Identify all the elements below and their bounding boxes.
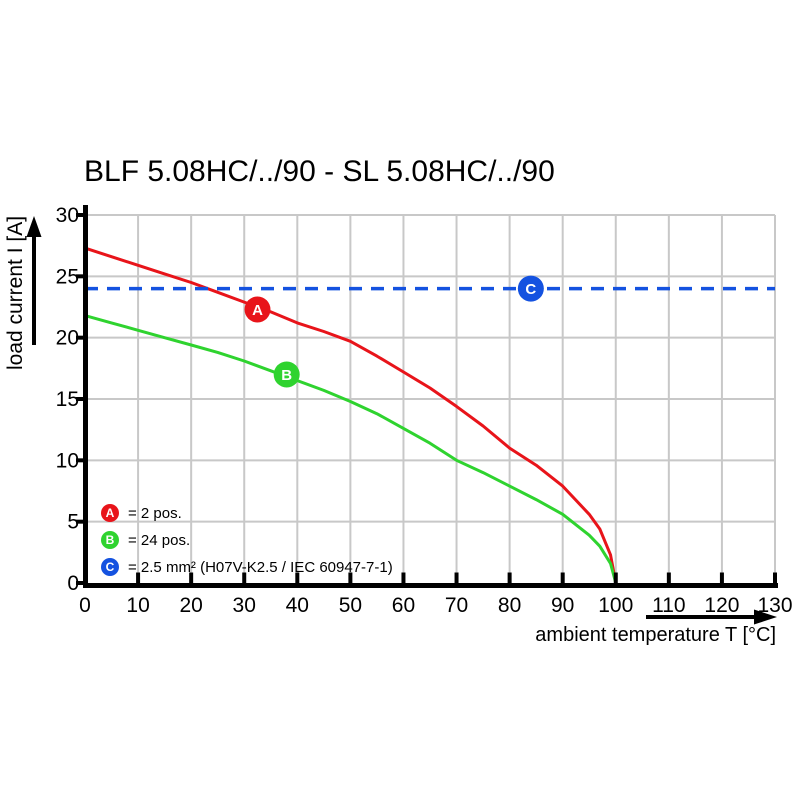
marker-a [244,296,271,323]
y-tick-label: 30 [56,204,79,227]
x-tick-label: 0 [79,594,91,617]
legend-label-c: = 2.5 mm² (H07V-K2.5 / IEC 60947-7-1) [128,558,393,576]
legend-marker-c: C [101,558,119,576]
x-tick-label: 130 [757,594,792,617]
x-tick-label: 60 [392,594,415,617]
x-tick-label: 110 [652,594,685,617]
y-axis-title: load current I [A] [4,216,27,370]
gridlines [85,214,776,583]
x-axis-arrow [646,609,777,625]
marker-c [517,275,544,302]
y-tick-label: 0 [67,572,79,595]
curve-markers: A B C [244,275,544,388]
y-axis-arrow [26,216,42,345]
y-tick-label: 5 [67,511,79,534]
x-tick-label: 70 [445,594,468,617]
x-tick-label: 90 [551,594,574,617]
x-tick-label: 10 [126,594,149,617]
marker-letter-a: A [252,302,263,319]
x-tick-label: 120 [704,594,739,617]
y-tick-label: 20 [56,327,79,350]
marker-letter-c: C [525,281,536,298]
legend-marker-b: B [101,531,119,549]
legend-item-a: A = 2 pos. [101,504,182,522]
legend-item-b: B = 24 pos. [101,531,190,549]
legend-label-b: = 24 pos. [128,531,191,549]
curve-a [84,246,618,584]
legend-marker-a: A [101,504,119,522]
x-tick-label: 30 [233,594,256,617]
y-tick-label: 15 [56,388,79,411]
x-tick-label: 40 [286,594,309,617]
curve-b [84,314,618,584]
x-tick-label: 50 [339,594,362,617]
axes: 0 10 20 30 40 50 60 70 80 90 100 110 120 130 0 5 10 15 20 2… [56,204,793,617]
x-tick-label: 20 [179,594,202,617]
legend-label-a: = 2 pos. [128,504,182,522]
x-axis-title: ambient temperature T [°C] [535,624,776,646]
page-title: BLF 5.08HC/../90 - SL 5.08HC/../90 [84,155,555,188]
x-tick-label: 100 [598,594,633,617]
legend-item-c: C = 2.5 mm² (H07V-K2.5 / IEC 60947-7-1) [101,558,393,576]
x-tick-label: 80 [498,594,521,617]
y-tick-label: 10 [56,449,79,472]
curves [84,246,775,584]
marker-letter-b: B [281,367,292,384]
y-tick-label: 25 [56,265,79,288]
marker-b [273,361,300,388]
